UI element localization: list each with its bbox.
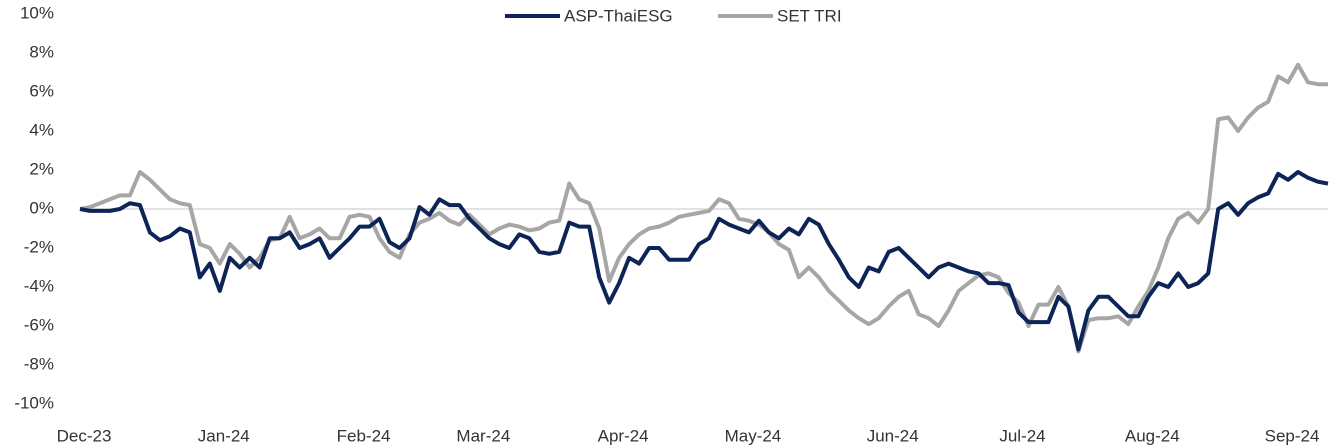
x-tick-label: Apr-24 [598,426,649,445]
x-tick-label: Aug-24 [1125,426,1180,445]
y-tick-label: 8% [29,42,54,61]
series-line [79,62,1328,354]
y-tick-label: -4% [24,276,54,295]
x-tick-label: Jan-24 [198,426,250,445]
x-tick-label: Jun-24 [867,426,919,445]
x-tick-label: May-24 [725,426,782,445]
y-tick-label: -8% [24,354,54,373]
y-tick-label: 0% [29,198,54,217]
x-tick-label: Jul-24 [999,426,1045,445]
y-tick-label: 2% [29,159,54,178]
y-tick-label: -6% [24,315,54,334]
y-tick-label: 10% [20,3,54,22]
y-tick-label: 4% [29,120,54,139]
series-line [79,170,1329,352]
y-tick-label: -2% [24,237,54,256]
x-tick-label: Sep-24 [1265,426,1320,445]
x-tick-label: Mar-24 [456,426,510,445]
x-tick-label: Dec-23 [57,426,112,445]
x-tick-label: Feb-24 [337,426,391,445]
y-tick-label: -10% [14,393,54,412]
legend-label: SET TRI [777,6,842,25]
y-tick-label: 6% [29,81,54,100]
legend-label: ASP-ThaiESG [564,6,673,25]
